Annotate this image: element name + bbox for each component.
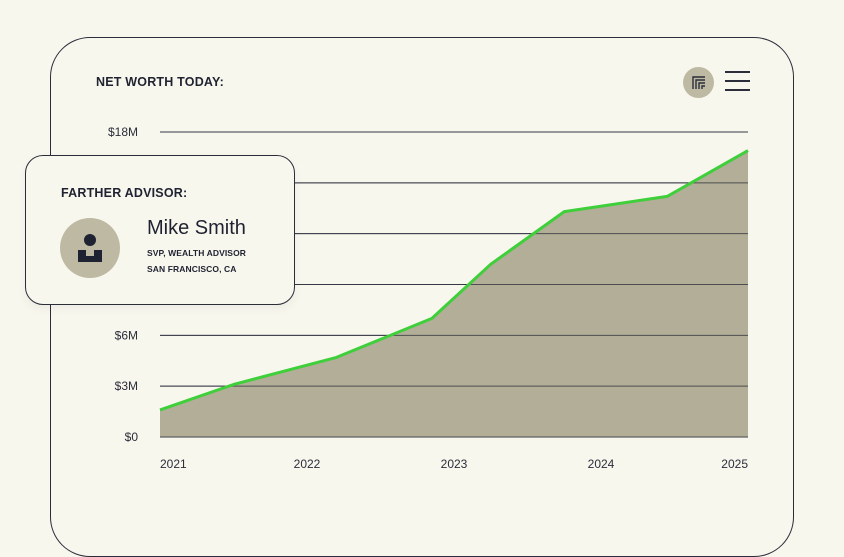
net-worth-line <box>159 149 749 412</box>
farther-logo-icon[interactable] <box>683 67 714 98</box>
logo-glyph <box>691 75 705 89</box>
advisor-role: SVP, WEALTH ADVISOR <box>147 248 247 258</box>
y-tick-label: $6M <box>115 328 138 342</box>
x-tick-label: 2021 <box>160 457 187 471</box>
hamburger-menu-icon[interactable] <box>725 70 750 92</box>
advisor-name: Mike Smith <box>147 217 246 239</box>
y-tick-label: $3M <box>115 379 138 393</box>
advisor-card[interactable]: FARTHER ADVISOR: Mike Smith SVP, WEALTH … <box>25 155 295 305</box>
x-tick-label: 2024 <box>588 457 615 471</box>
advisor-location: SAN FRANCISCO, CA <box>147 264 237 274</box>
x-tick-label: 2025 <box>721 457 748 471</box>
advisor-card-title: FARTHER ADVISOR: <box>61 186 188 200</box>
x-tick-label: 2022 <box>294 457 321 471</box>
y-tick-label: $18M <box>108 125 138 139</box>
y-tick-label: $0 <box>125 430 139 444</box>
x-tick-label: 2023 <box>441 457 468 471</box>
person-icon <box>78 234 102 262</box>
avatar <box>60 218 120 278</box>
net-worth-title: NET WORTH TODAY: <box>96 75 224 89</box>
